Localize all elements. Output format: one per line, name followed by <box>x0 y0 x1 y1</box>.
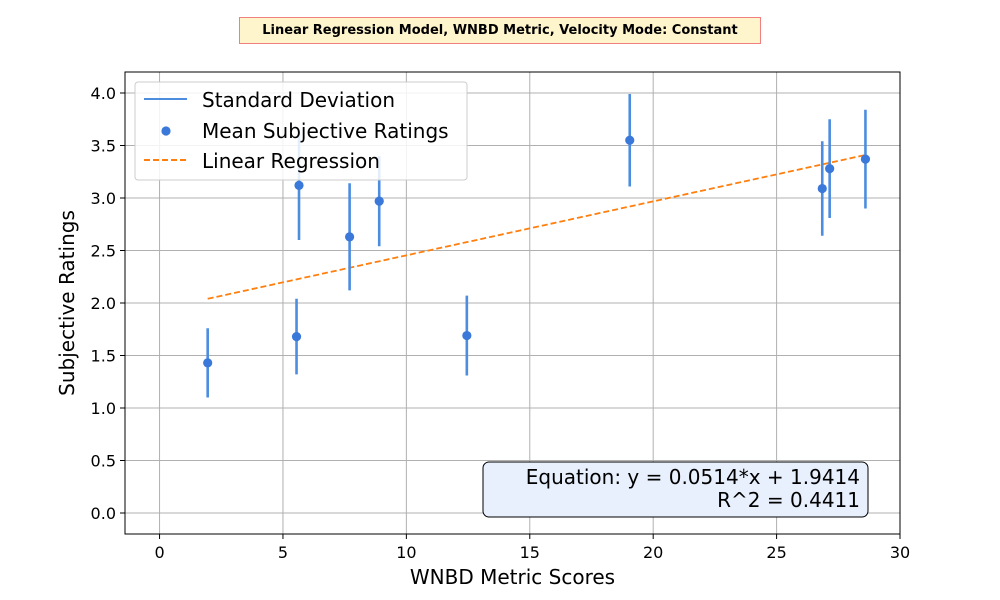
y-tick-label: 3.5 <box>91 137 116 156</box>
data-points-group <box>203 135 871 368</box>
legend-point-swatch <box>161 126 171 136</box>
x-tick-label: 15 <box>520 543 540 562</box>
data-point <box>462 330 472 341</box>
y-ticks-group: 0.0 0.5 1.0 1.5 2.0 2.5 3.0 3.5 4.0 <box>91 84 125 523</box>
y-tick-label: 4.0 <box>91 84 116 103</box>
x-axis-label: WNBD Metric Scores <box>410 565 615 589</box>
data-point <box>345 232 355 242</box>
r-squared-text: R^2 = 0.4411 <box>717 488 860 512</box>
x-tick-label: 25 <box>766 543 786 562</box>
chart-title: Linear Regression Model, WNBD Metric, Ve… <box>239 17 761 44</box>
data-point <box>817 183 827 194</box>
regression-line-group <box>207 154 866 300</box>
legend: Standard Deviation Mean Subjective Ratin… <box>134 81 468 181</box>
y-tick-label: 0.5 <box>91 452 116 471</box>
y-tick-label: 0.0 <box>91 504 116 523</box>
legend-item-mean-ratings: Mean Subjective Ratings <box>202 119 449 143</box>
x-tick-label: 0 <box>154 543 164 562</box>
equation-text: Equation: y = 0.0514*x + 1.9414 <box>526 465 860 489</box>
data-point <box>625 135 635 145</box>
x-tick-label: 20 <box>643 543 663 562</box>
y-axis-label: Subjective Ratings <box>55 210 79 396</box>
y-tick-label: 3.0 <box>91 189 116 208</box>
data-point <box>860 154 871 164</box>
x-tick-label: 30 <box>890 543 910 562</box>
y-tick-label: 2.5 <box>91 242 116 261</box>
legend-item-linear-regression: Linear Regression <box>202 149 380 173</box>
data-point <box>291 332 302 342</box>
y-tick-label: 1.0 <box>91 399 116 418</box>
legend-item-standard-deviation: Standard Deviation <box>202 88 395 112</box>
legend-box <box>134 81 468 181</box>
data-point <box>825 164 835 174</box>
equation-annotation: Equation: y = 0.0514*x + 1.9414 R^2 = 0.… <box>482 461 869 518</box>
equation-box <box>482 461 869 518</box>
data-point <box>203 358 213 368</box>
x-ticks-group: 0 5 10 15 20 25 30 <box>154 534 910 562</box>
y-tick-label: 2.0 <box>91 294 116 313</box>
y-tick-label: 1.5 <box>91 347 116 366</box>
x-tick-label: 10 <box>396 543 416 562</box>
data-point <box>374 196 384 206</box>
regression-line <box>207 154 866 300</box>
data-point <box>294 180 304 190</box>
x-tick-label: 5 <box>278 543 288 562</box>
